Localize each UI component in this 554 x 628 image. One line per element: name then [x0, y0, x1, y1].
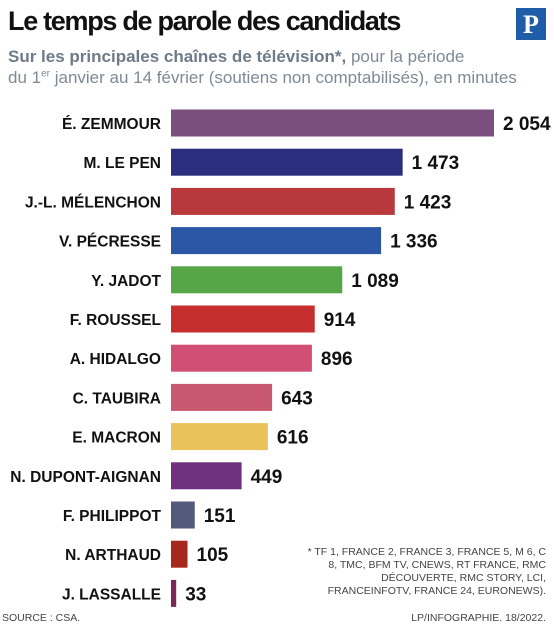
chart-title: Le temps de parole des candidats [8, 6, 401, 36]
category-label: A. HIDALGO [70, 351, 161, 368]
value-label: 449 [251, 467, 283, 488]
value-label: 1 473 [412, 153, 460, 174]
bar [171, 109, 494, 137]
bar [171, 344, 312, 372]
subtitle-line1-rest: pour la période [346, 47, 465, 66]
category-label: Y. JADOT [91, 273, 161, 290]
bar-chart: É. ZEMMOUR 2 054 M. LE PEN 1 473 J.-L. MÉLEN… [10, 109, 551, 607]
bar [171, 501, 195, 529]
subtitle-bold: Sur les principales chaînes de télévisio… [8, 47, 347, 66]
category-label: É. ZEMMOUR [62, 116, 161, 133]
bar [171, 383, 273, 411]
category-label: F. PHILIPPOT [63, 508, 162, 525]
bar [171, 579, 177, 607]
value-label: 896 [321, 349, 353, 370]
category-label: M. LE PEN [83, 155, 161, 172]
subtitle-line2-post: janvier au 14 février (soutiens non comp… [50, 68, 517, 87]
value-label: 105 [197, 545, 229, 566]
chart-subtitle: Sur les principales chaînes de télévisio… [8, 46, 517, 88]
bar [171, 148, 403, 176]
category-label: N. ARTHAUD [65, 547, 161, 564]
footnote: * TF 1, FRANCE 2, FRANCE 3, FRANCE 5, M … [307, 546, 546, 597]
bar [171, 462, 242, 490]
subtitle-line-2: du 1er janvier au 14 février (soutiens n… [8, 67, 517, 88]
value-label: 1 336 [390, 232, 438, 253]
category-label: N. DUPONT-AIGNAN [10, 469, 161, 486]
bar [171, 305, 315, 333]
source-note: SOURCE : CSA. [2, 612, 81, 624]
category-label: V. PÉCRESSE [59, 234, 161, 251]
value-label: 151 [204, 506, 236, 527]
category-label: C. TAUBIRA [73, 390, 161, 407]
logo-background [516, 8, 546, 40]
bar [171, 423, 268, 451]
category-label: E. MACRON [72, 430, 161, 447]
value-label: 616 [277, 428, 309, 449]
subtitle-line2-sup: er [41, 68, 50, 80]
credit-note: LP/INFOGRAPHIE. 18/2022. [411, 612, 546, 624]
value-label: 1 089 [351, 271, 399, 292]
bar [171, 540, 188, 568]
logo-letter: P [523, 10, 539, 39]
logo-icon: P [516, 8, 546, 40]
value-label: 1 423 [404, 192, 452, 213]
category-label: F. ROUSSEL [70, 312, 161, 329]
bar [171, 227, 382, 255]
value-label: 2 054 [503, 114, 551, 135]
value-label: 33 [185, 584, 206, 605]
bar [171, 187, 395, 215]
category-label: J.-L. MÉLENCHON [25, 194, 161, 211]
subtitle-line2-pre: du 1 [8, 68, 42, 87]
bar [171, 266, 343, 294]
subtitle-line-1: Sur les principales chaînes de télévisio… [8, 46, 517, 67]
value-label: 643 [281, 388, 313, 409]
category-label: J. LASSALLE [62, 586, 161, 603]
value-label: 914 [324, 310, 356, 331]
